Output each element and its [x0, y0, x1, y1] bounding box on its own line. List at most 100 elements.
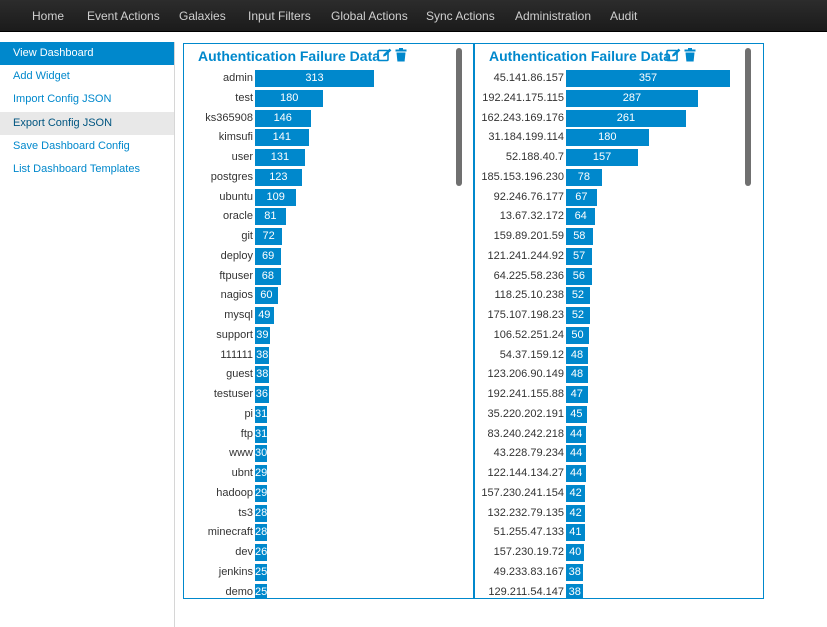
- bar[interactable]: 31: [255, 425, 267, 443]
- nav-administration[interactable]: Administration: [515, 9, 592, 23]
- bar-label: 92.246.76.177: [493, 190, 564, 203]
- bar[interactable]: 30: [255, 445, 267, 463]
- bar[interactable]: 81: [255, 208, 286, 226]
- sidebar-item-export-config-json[interactable]: Export Config JSON: [0, 112, 174, 135]
- nav-sync-actions[interactable]: Sync Actions: [426, 9, 495, 23]
- trash-icon[interactable]: [395, 48, 407, 62]
- bar[interactable]: 38: [566, 563, 584, 581]
- bar[interactable]: 67: [566, 188, 597, 206]
- bar[interactable]: 38: [255, 346, 270, 364]
- bar-row: 83.240.242.218 44: [475, 425, 763, 444]
- nav-input-filters[interactable]: Input Filters: [248, 9, 311, 23]
- nav-global-actions[interactable]: Global Actions: [331, 9, 408, 23]
- bar-label: 43.228.79.234: [493, 447, 564, 460]
- bar[interactable]: 141: [255, 129, 309, 147]
- bar-label: guest: [226, 368, 253, 381]
- bar[interactable]: 52: [566, 307, 590, 324]
- bar[interactable]: 60: [255, 287, 278, 305]
- bar[interactable]: 72: [255, 228, 283, 245]
- sidebar-item-add-widget[interactable]: Add Widget: [0, 65, 174, 88]
- bar[interactable]: 48: [566, 366, 589, 384]
- bar-row: ks365908 146: [184, 109, 473, 128]
- bar-label: 157.230.19.72: [493, 546, 564, 558]
- bar-row: 192.241.155.88 47: [475, 385, 763, 404]
- sidebar-item-save-dashboard-config[interactable]: Save Dashboard Config: [0, 135, 174, 158]
- bar-label: 52.188.40.7: [505, 151, 564, 163]
- bar[interactable]: 25: [255, 563, 267, 581]
- widget-title-actions: [377, 48, 407, 62]
- edit-icon[interactable]: [377, 48, 392, 62]
- bar[interactable]: 56: [566, 267, 592, 285]
- bar-row: 45.141.86.157 357: [475, 69, 763, 88]
- bar-row: 54.37.159.12 48: [475, 346, 763, 365]
- bar[interactable]: 42: [566, 484, 586, 502]
- bar-row: 118.25.10.238 52: [475, 286, 763, 305]
- bar[interactable]: 49: [255, 307, 274, 324]
- bar[interactable]: 131: [255, 149, 305, 166]
- bar[interactable]: 29: [255, 484, 267, 502]
- bar[interactable]: 78: [566, 168, 602, 186]
- bar[interactable]: 157: [566, 149, 639, 166]
- bar[interactable]: 146: [255, 109, 311, 127]
- sidebar-item-label: Save Dashboard Config: [13, 140, 130, 152]
- bar-row: 159.89.201.59 58: [475, 227, 763, 246]
- bar[interactable]: 68: [255, 267, 281, 285]
- bar[interactable]: 38: [255, 366, 270, 384]
- bar[interactable]: 40: [566, 544, 585, 561]
- bar[interactable]: 57: [566, 247, 593, 265]
- widget-scrollbar[interactable]: [745, 48, 751, 186]
- bar[interactable]: 26: [255, 544, 267, 561]
- bar[interactable]: 48: [566, 346, 589, 364]
- bar[interactable]: 357: [566, 70, 730, 87]
- bar[interactable]: 52: [566, 287, 590, 305]
- bar-label: pi: [244, 407, 253, 420]
- bar-label: 35.220.202.191: [487, 407, 564, 420]
- bar[interactable]: 28: [255, 524, 267, 542]
- bar-row: 43.228.79.234 44: [475, 444, 763, 463]
- bar[interactable]: 69: [255, 247, 282, 265]
- edit-icon[interactable]: [666, 48, 681, 62]
- bar-label: 192.241.155.88: [487, 388, 564, 400]
- bar[interactable]: 261: [566, 109, 686, 127]
- bar[interactable]: 39: [255, 326, 270, 344]
- bar[interactable]: 47: [566, 386, 588, 403]
- widget-scrollbar[interactable]: [456, 48, 462, 186]
- bar[interactable]: 313: [255, 70, 374, 87]
- sidebar-item-view-dashboard[interactable]: View Dashboard: [0, 42, 174, 65]
- bar[interactable]: 36: [255, 386, 269, 403]
- nav-home[interactable]: Home: [32, 9, 65, 23]
- bar[interactable]: 44: [566, 445, 587, 463]
- bar[interactable]: 50: [566, 326, 589, 344]
- nav-audit[interactable]: Audit: [610, 9, 638, 23]
- bar-label: hadoop: [216, 486, 253, 499]
- bar[interactable]: 180: [566, 129, 649, 147]
- bar-label: test: [235, 91, 253, 104]
- bar[interactable]: 58: [566, 228, 593, 245]
- bar[interactable]: 31: [255, 405, 267, 423]
- nav-event-actions[interactable]: Event Actions: [87, 9, 160, 23]
- sidebar-item-import-config-json[interactable]: Import Config JSON: [0, 88, 174, 111]
- nav-galaxies[interactable]: Galaxies: [179, 9, 226, 23]
- bar-row: testuser 36: [184, 385, 473, 404]
- bar[interactable]: 38: [566, 583, 584, 598]
- trash-icon[interactable]: [684, 48, 696, 62]
- bar[interactable]: 109: [255, 188, 297, 206]
- bar[interactable]: 287: [566, 89, 698, 107]
- bar[interactable]: 42: [566, 504, 586, 522]
- bar-row: 51.255.47.133 41: [475, 523, 763, 542]
- bar[interactable]: 44: [566, 465, 587, 482]
- bar[interactable]: 64: [566, 208, 596, 226]
- bar[interactable]: 29: [255, 465, 267, 482]
- bar[interactable]: 180: [255, 89, 324, 107]
- bar[interactable]: 123: [255, 168, 302, 186]
- bar-label: kimsufi: [218, 131, 253, 144]
- bar[interactable]: 25: [255, 583, 267, 598]
- bar[interactable]: 44: [566, 425, 587, 443]
- bar-row: 49.233.83.167 38: [475, 563, 763, 582]
- widget-title: Authentication Failure Data: [198, 48, 381, 64]
- bar[interactable]: 41: [566, 524, 585, 542]
- bar[interactable]: 28: [255, 504, 267, 522]
- sidebar-item-list-dashboard-templates[interactable]: List Dashboard Templates: [0, 158, 174, 181]
- bar[interactable]: 45: [566, 405, 587, 423]
- bar-row: 157.230.19.72 40: [475, 543, 763, 562]
